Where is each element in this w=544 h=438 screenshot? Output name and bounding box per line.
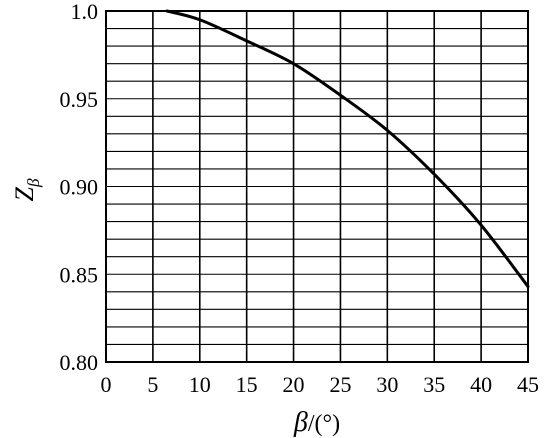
x-tick-labels: 0 5 10 15 20 25 30 35 40 45 [101, 372, 540, 397]
x-axis-label: β/(°) [293, 407, 340, 438]
plot-frame [105, 10, 529, 363]
grid [106, 11, 528, 362]
x-tick-label: 35 [423, 372, 445, 397]
y-axis-label-symbol: Z [10, 186, 39, 201]
x-tick-label: 5 [147, 372, 158, 397]
x-tick-label: 30 [376, 372, 398, 397]
y-tick-labels: 0.80 0.85 0.90 0.95 1.0 [60, 0, 99, 375]
y-tick-label: 1.0 [71, 0, 99, 24]
y-axis-label-subscript: β [24, 178, 43, 188]
curve-layer [165, 9, 530, 289]
y-tick-label: 0.90 [60, 175, 99, 200]
x-tick-label: 20 [283, 372, 305, 397]
y-tick-label: 0.95 [60, 87, 99, 112]
y-axis-label: Zβ [10, 178, 43, 201]
x-axis-label-unit: /(°) [308, 411, 340, 437]
x-tick-label: 0 [101, 372, 112, 397]
y-tick-label: 0.85 [60, 262, 99, 287]
y-tick-label: 0.80 [60, 350, 99, 375]
x-tick-label: 10 [189, 372, 211, 397]
x-axis-label-symbol: β [293, 407, 308, 438]
x-tick-label: 40 [470, 372, 492, 397]
x-tick-label: 15 [236, 372, 258, 397]
x-tick-label: 45 [517, 372, 539, 397]
zbeta-curve [165, 9, 530, 289]
x-tick-label: 25 [329, 372, 351, 397]
